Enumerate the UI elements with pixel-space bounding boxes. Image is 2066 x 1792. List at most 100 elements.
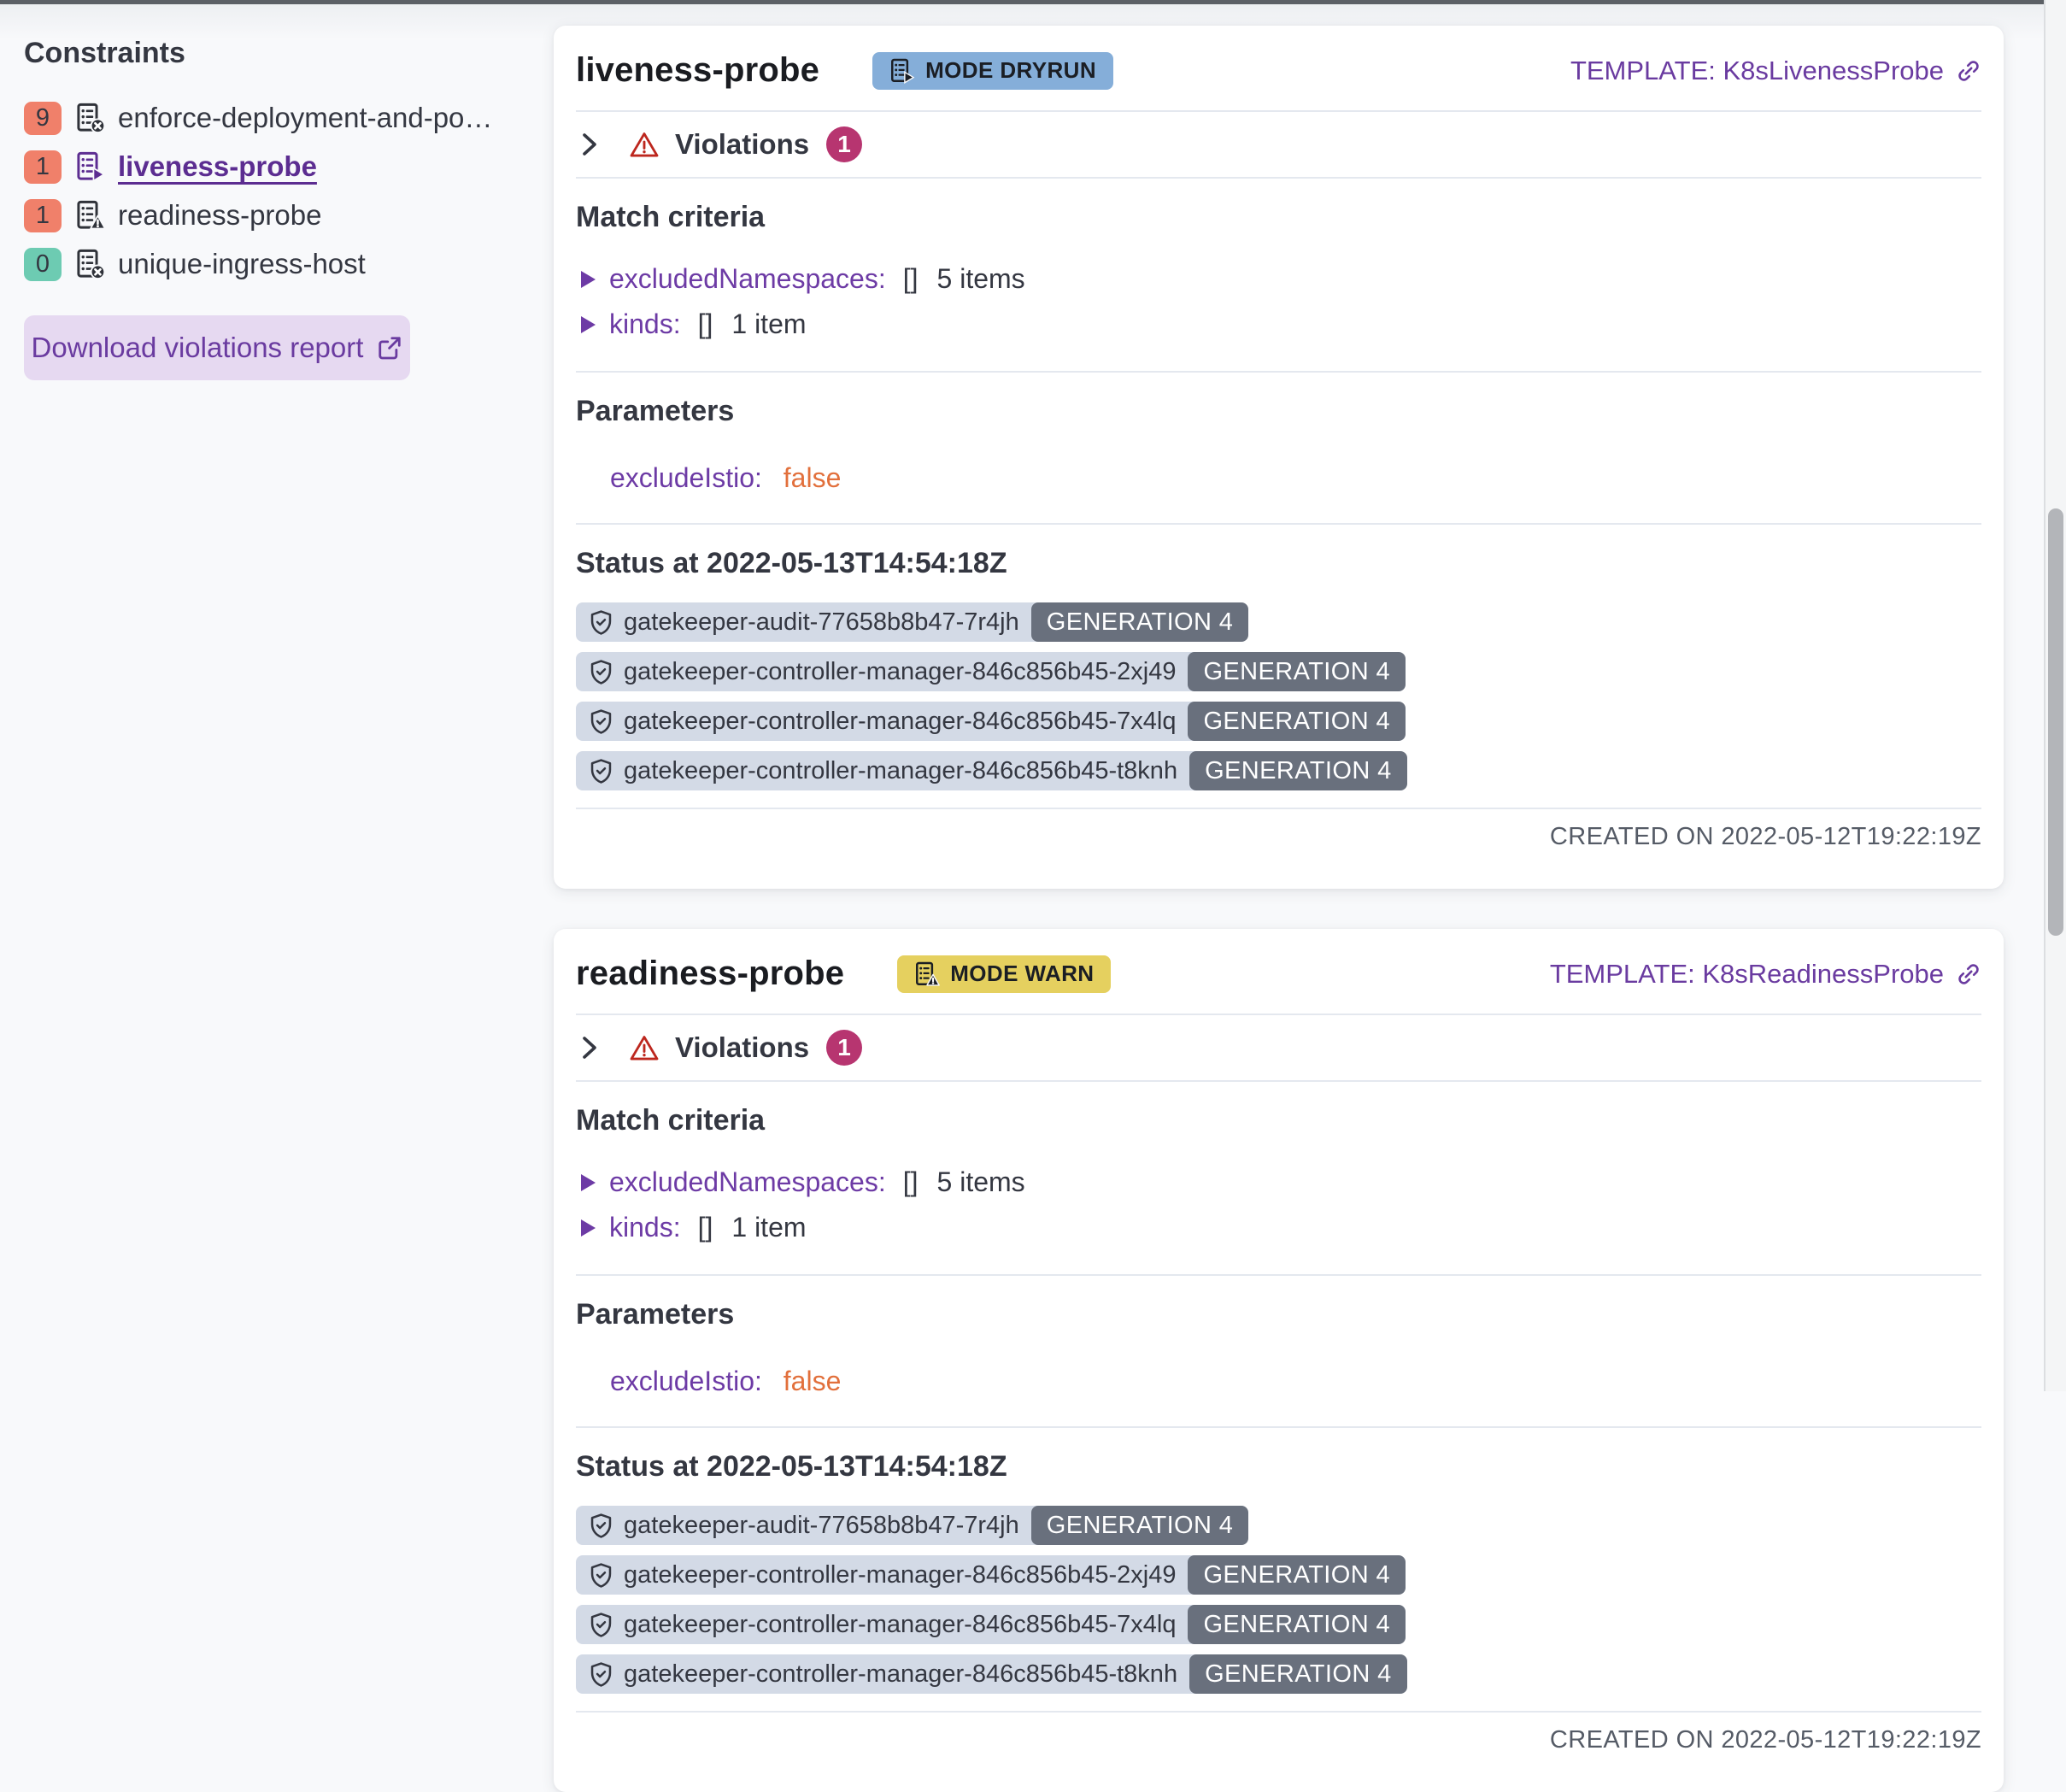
pod-status-badge: gatekeeper-controller-manager-846c856b45… bbox=[576, 1555, 1406, 1595]
constraints-main-panel: liveness-probe MODE DRYRUN TEMPLATE: K8s… bbox=[554, 4, 2004, 1792]
json-bracket: [] bbox=[902, 263, 919, 294]
status-heading: Status at 2022-05-13T14:54:18Z bbox=[576, 1450, 1007, 1483]
constraint-dryrun-icon bbox=[75, 151, 106, 182]
pod-name: gatekeeper-audit-77658b8b47-7r4jh bbox=[624, 1511, 1019, 1539]
violations-accordion-toggle[interactable]: Violations 1 bbox=[554, 1015, 2004, 1080]
warning-triangle-icon bbox=[629, 1032, 660, 1063]
pod-name: gatekeeper-controller-manager-846c856b45… bbox=[624, 1660, 1178, 1688]
pod-status-badge: gatekeeper-controller-manager-846c856b45… bbox=[576, 1605, 1406, 1644]
json-item-count: 5 items bbox=[936, 263, 1025, 294]
sidebar-item-unique-ingress-host[interactable]: 0 unique-ingress-host bbox=[24, 247, 513, 281]
expand-triangle-icon[interactable] bbox=[581, 1173, 596, 1191]
violations-label: Violations bbox=[675, 1031, 810, 1063]
generation-badge: GENERATION 4 bbox=[1188, 1555, 1406, 1595]
parameters-section: Parameters excludeIstio: false bbox=[554, 373, 2004, 523]
pod-status-badge: gatekeeper-controller-manager-846c856b45… bbox=[576, 702, 1406, 741]
divider bbox=[576, 808, 1981, 809]
sidebar-item-liveness-probe[interactable]: 1 liveness-probe bbox=[24, 150, 513, 184]
created-on-timestamp: CREATED ON 2022-05-12T19:22:19Z bbox=[1549, 1726, 1981, 1754]
shield-check-icon bbox=[588, 1513, 614, 1539]
parameters-section: Parameters excludeIstio: false bbox=[554, 1276, 2004, 1426]
warning-triangle-icon bbox=[629, 129, 660, 160]
template-link[interactable]: TEMPLATE: K8sLivenessProbe bbox=[1570, 56, 1981, 86]
pod-name: gatekeeper-audit-77658b8b47-7r4jh bbox=[624, 608, 1019, 636]
pod-status-badge: gatekeeper-controller-manager-846c856b45… bbox=[576, 751, 1407, 790]
scrollbar-thumb[interactable] bbox=[2048, 508, 2063, 936]
sidebar-item-label[interactable]: unique-ingress-host bbox=[118, 248, 366, 279]
expand-triangle-icon[interactable] bbox=[581, 315, 596, 333]
violation-count-badge: 1 bbox=[24, 198, 62, 232]
constraint-warn-icon bbox=[75, 200, 106, 231]
tree-row-kinds[interactable]: kinds: [] 1 item bbox=[581, 308, 1981, 340]
status-section: Status at 2022-05-13T14:54:18Z gatekeepe… bbox=[554, 1428, 2004, 1711]
sidebar-item-label-active[interactable]: liveness-probe bbox=[118, 150, 317, 182]
status-heading: Status at 2022-05-13T14:54:18Z bbox=[576, 547, 1007, 579]
generation-badge: GENERATION 4 bbox=[1189, 1654, 1407, 1694]
chevron-right-icon[interactable] bbox=[576, 131, 603, 158]
warn-doc-icon bbox=[914, 961, 940, 987]
mode-badge-label: MODE WARN bbox=[950, 961, 1095, 986]
sidebar-item-label[interactable]: readiness-probe bbox=[118, 199, 322, 231]
pod-name: gatekeeper-controller-manager-846c856b45… bbox=[624, 707, 1177, 735]
sidebar-heading: Constraints bbox=[24, 37, 185, 69]
constraints-sidebar: Constraints 9 enforce-deployment-and-po…… bbox=[0, 4, 513, 380]
template-link[interactable]: TEMPLATE: K8sReadinessProbe bbox=[1550, 959, 1981, 990]
violations-accordion-toggle[interactable]: Violations 1 bbox=[554, 112, 2004, 177]
chevron-right-icon[interactable] bbox=[576, 1034, 603, 1061]
shield-check-icon bbox=[588, 1612, 614, 1638]
shield-check-icon bbox=[588, 659, 614, 685]
json-item-count: 5 items bbox=[936, 1166, 1025, 1197]
external-link-icon bbox=[377, 335, 402, 361]
tree-row-excludedNamespaces[interactable]: excludedNamespaces: [] 5 items bbox=[581, 1166, 1981, 1198]
json-key: excludeIstio: bbox=[610, 462, 762, 493]
pod-name: gatekeeper-controller-manager-846c856b45… bbox=[624, 1610, 1177, 1638]
shield-check-icon bbox=[588, 708, 614, 735]
divider bbox=[576, 523, 1981, 525]
expand-triangle-icon[interactable] bbox=[581, 1219, 596, 1237]
constraint-card-liveness-probe: liveness-probe MODE DRYRUN TEMPLATE: K8s… bbox=[554, 26, 2004, 889]
download-button-label: Download violations report bbox=[31, 332, 364, 363]
pod-status-badge: gatekeeper-audit-77658b8b47-7r4jh GENERA… bbox=[576, 602, 1249, 642]
json-boolean-value: false bbox=[783, 1366, 842, 1396]
mode-badge-label: MODE DRYRUN bbox=[925, 57, 1097, 83]
divider bbox=[576, 177, 1981, 179]
json-key: excludedNamespaces: bbox=[609, 263, 886, 294]
pod-status-badge: gatekeeper-controller-manager-846c856b45… bbox=[576, 652, 1406, 691]
generation-badge: GENERATION 4 bbox=[1030, 1506, 1249, 1545]
parameter-row: excludeIstio: false bbox=[610, 1366, 1981, 1397]
json-item-count: 1 item bbox=[731, 308, 807, 339]
sidebar-item-enforce-deployment[interactable]: 9 enforce-deployment-and-po… bbox=[24, 101, 513, 135]
sidebar-item-readiness-probe[interactable]: 1 readiness-probe bbox=[24, 198, 513, 232]
card-header: readiness-probe MODE WARN TEMPLATE: K8sR… bbox=[554, 929, 2004, 1014]
download-violations-report-button[interactable]: Download violations report bbox=[24, 315, 410, 380]
expand-triangle-icon[interactable] bbox=[581, 270, 596, 288]
tree-row-kinds[interactable]: kinds: [] 1 item bbox=[581, 1212, 1981, 1243]
tree-row-excludedNamespaces[interactable]: excludedNamespaces: [] 5 items bbox=[581, 263, 1981, 295]
json-key: excludedNamespaces: bbox=[609, 1166, 886, 1197]
pod-name: gatekeeper-controller-manager-846c856b45… bbox=[624, 756, 1178, 784]
json-bracket: [] bbox=[902, 1166, 919, 1197]
scrollbar-track[interactable] bbox=[2044, 0, 2066, 1391]
constraint-deny-icon bbox=[75, 249, 106, 279]
template-link-label: TEMPLATE: K8sReadinessProbe bbox=[1549, 958, 1944, 989]
divider bbox=[576, 110, 1981, 112]
pod-name: gatekeeper-controller-manager-846c856b45… bbox=[624, 1560, 1177, 1589]
match-criteria-section: Match criteria excludedNamespaces: [] 5 … bbox=[554, 1082, 2004, 1274]
link-icon bbox=[1956, 58, 1981, 84]
violations-count-badge: 1 bbox=[826, 1030, 863, 1066]
card-title: readiness-probe bbox=[576, 955, 845, 992]
generation-badge: GENERATION 4 bbox=[1188, 652, 1406, 691]
sidebar-item-label[interactable]: enforce-deployment-and-po… bbox=[118, 102, 493, 133]
shield-check-icon bbox=[588, 609, 614, 636]
link-icon bbox=[1956, 961, 1981, 987]
card-header: liveness-probe MODE DRYRUN TEMPLATE: K8s… bbox=[554, 26, 2004, 110]
constraint-card-readiness-probe: readiness-probe MODE WARN TEMPLATE: K8sR… bbox=[554, 929, 2004, 1792]
status-section: Status at 2022-05-13T14:54:18Z gatekeepe… bbox=[554, 525, 2004, 808]
generation-badge: GENERATION 4 bbox=[1189, 751, 1407, 790]
match-criteria-section: Match criteria excludedNamespaces: [] 5 … bbox=[554, 179, 2004, 371]
divider bbox=[576, 1080, 1981, 1082]
generation-badge: GENERATION 4 bbox=[1030, 602, 1249, 642]
match-criteria-heading: Match criteria bbox=[576, 201, 766, 233]
parameter-row: excludeIstio: false bbox=[610, 462, 1981, 494]
violation-count-badge: 0 bbox=[24, 247, 62, 281]
